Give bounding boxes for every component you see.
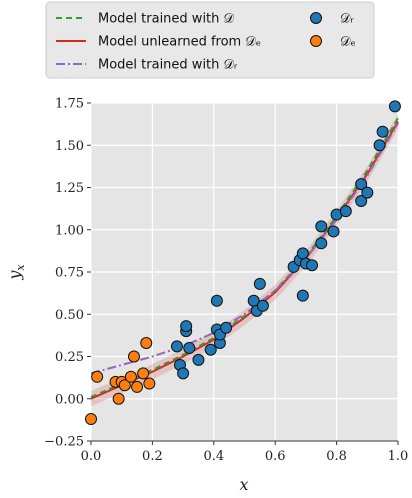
data-point-erase xyxy=(127,350,140,363)
data-point-retain xyxy=(361,186,374,199)
data-point-retain xyxy=(339,205,352,218)
data-point-retain xyxy=(296,247,309,260)
legend-marker-retain-points xyxy=(310,12,322,24)
data-point-retain xyxy=(373,139,386,152)
data-point-retain xyxy=(204,343,217,356)
x-axis-label: x xyxy=(239,475,248,494)
data-point-erase xyxy=(140,336,153,349)
data-point-erase xyxy=(91,370,104,383)
legend-label: Model trained with 𝒟ᵣ xyxy=(98,58,238,73)
legend: Model trained with 𝒟 Model unlearned from… xyxy=(45,1,375,79)
y-tick-label: 0.00 xyxy=(55,392,84,407)
y-tick-label: 1.25 xyxy=(55,181,84,196)
data-point-retain xyxy=(177,367,190,380)
legend-label: 𝒟ᵣ xyxy=(340,12,354,27)
legend-label: Model trained with 𝒟 xyxy=(98,12,235,27)
data-point-retain xyxy=(256,299,269,312)
data-point-retain xyxy=(355,178,368,191)
data-point-erase xyxy=(85,413,97,426)
data-point-retain xyxy=(220,321,233,334)
data-point-retain xyxy=(315,220,328,233)
data-point-retain xyxy=(253,277,266,290)
data-point-retain xyxy=(355,195,368,208)
data-point-retain xyxy=(210,294,223,307)
data-point-erase xyxy=(143,377,156,390)
data-point-retain xyxy=(327,225,340,238)
y-tick-label: 0.75 xyxy=(55,266,84,281)
y-axis-label: yx xyxy=(5,264,27,281)
y-tick-label: 0.25 xyxy=(55,350,84,365)
grid-lines xyxy=(90,102,399,442)
data-point-erase xyxy=(112,392,125,405)
x-tick-label: 1.0 xyxy=(388,449,409,464)
data-point-erase xyxy=(124,370,137,383)
data-point-erase xyxy=(131,380,144,393)
x-tick-label: 0.6 xyxy=(265,449,286,464)
data-point-retain xyxy=(170,340,183,353)
x-tick-label: 0.2 xyxy=(142,449,163,464)
legend-label: 𝒟ₑ xyxy=(340,35,356,50)
legend-marker-erase-points xyxy=(310,35,322,47)
data-point-retain xyxy=(306,259,319,272)
data-point-retain xyxy=(315,237,328,250)
axes: 0.0 0.2 0.4 0.6 0.8 1.0 −0.25 0.00 0.25 0.50 0.75 1… xyxy=(44,97,408,465)
y-tick-label: 1.75 xyxy=(55,97,84,112)
x-tick-label: 0.0 xyxy=(81,449,102,464)
y-tick-label: 0.50 xyxy=(55,308,84,323)
data-point-retain xyxy=(183,342,196,355)
x-tick-label: 0.8 xyxy=(326,449,347,464)
data-point-erase xyxy=(137,367,150,380)
data-point-erase xyxy=(118,379,131,392)
series-line-model-trained-retain xyxy=(90,122,399,375)
legend-label: Model unlearned from 𝒟ₑ xyxy=(98,35,261,50)
legend-box xyxy=(45,1,375,79)
y-tick-label: 1.00 xyxy=(55,223,84,238)
data-point-retain xyxy=(192,353,205,366)
data-point-retain xyxy=(376,125,389,138)
point-layer xyxy=(85,100,401,426)
data-point-retain xyxy=(296,289,309,302)
x-tick-label: 0.4 xyxy=(203,449,224,464)
y-tick-label: 1.50 xyxy=(55,139,84,154)
y-tick-label: −0.25 xyxy=(44,435,84,450)
data-point-retain xyxy=(180,320,193,333)
data-point-retain xyxy=(388,100,401,113)
